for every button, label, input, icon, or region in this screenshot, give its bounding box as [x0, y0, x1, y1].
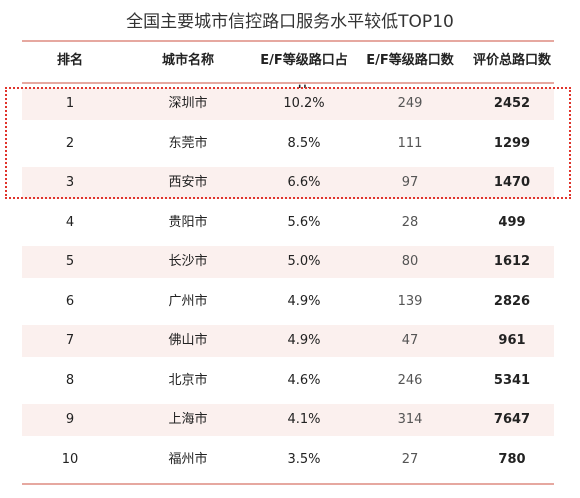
rank-cell: 6	[65, 294, 75, 309]
ratio-cell: 3.5%	[287, 452, 321, 467]
table-row: 5 长沙市 5.0% 80 1612	[22, 246, 554, 278]
ratio-cell: 6.6%	[287, 175, 321, 190]
table-row: 2 东莞市 8.5% 111 1299	[22, 128, 554, 160]
header-top-line	[22, 40, 554, 42]
ratio-cell: 4.1%	[287, 412, 321, 427]
rank-cell: 4	[65, 215, 75, 230]
ratio-cell: 5.0%	[287, 254, 321, 269]
table-row: 9 上海市 4.1% 314 7647	[22, 404, 554, 436]
city-cell: 上海市	[168, 412, 208, 427]
header-ef-count: E/F等级路口数	[366, 53, 454, 68]
ratio-cell: 4.9%	[287, 333, 321, 348]
rank-cell: 7	[65, 333, 75, 348]
ef-count-cell: 111	[397, 136, 423, 151]
table-bottom-line	[22, 483, 554, 485]
ratio-cell: 10.2%	[283, 96, 325, 111]
rank-cell: 9	[65, 412, 75, 427]
rank-cell: 5	[65, 254, 75, 269]
table-header-row: 排名 城市名称 E/F等级路口占比 E/F等级路口数 评价总路口数	[22, 45, 554, 100]
total-cell: 1470	[493, 175, 531, 190]
ef-count-cell: 47	[401, 333, 419, 348]
city-cell: 长沙市	[168, 254, 208, 269]
table-row: 7 佛山市 4.9% 47 961	[22, 325, 554, 357]
table-row: 1 深圳市 10.2% 249 2452	[22, 88, 554, 120]
header-total: 评价总路口数	[472, 53, 551, 68]
ratio-cell: 4.6%	[287, 373, 321, 388]
city-cell: 东莞市	[168, 136, 208, 151]
total-cell: 1299	[493, 136, 531, 151]
rank-cell: 10	[61, 452, 79, 467]
rank-cell: 2	[65, 136, 75, 151]
city-cell: 佛山市	[168, 333, 208, 348]
total-cell: 1612	[493, 254, 531, 269]
total-cell: 2452	[493, 96, 531, 111]
ef-count-cell: 28	[401, 215, 419, 230]
table-row: 4 贵阳市 5.6% 28 499	[22, 207, 554, 239]
table-row: 3 西安市 6.6% 97 1470	[22, 167, 554, 199]
header-ratio: E/F等级路口占比	[260, 53, 348, 100]
ef-count-cell: 27	[401, 452, 419, 467]
city-cell: 福州市	[168, 452, 208, 467]
top3-highlight-box	[5, 87, 571, 199]
total-cell: 7647	[493, 412, 531, 427]
rank-cell: 8	[65, 373, 75, 388]
header-city: 城市名称	[161, 53, 214, 68]
total-cell: 2826	[493, 294, 531, 309]
table-row: 6 广州市 4.9% 139 2826	[22, 286, 554, 318]
table-row: 8 北京市 4.6% 246 5341	[22, 365, 554, 397]
city-cell: 深圳市	[168, 96, 208, 111]
header-rank: 排名	[56, 53, 83, 68]
ratio-cell: 4.9%	[287, 294, 321, 309]
city-cell: 贵阳市	[168, 215, 208, 230]
rank-cell: 3	[65, 175, 75, 190]
table-title: 全国主要城市信控路口服务水平较低TOP10	[126, 12, 454, 32]
rank-cell: 1	[65, 96, 75, 111]
total-cell: 5341	[493, 373, 531, 388]
ef-count-cell: 246	[397, 373, 423, 388]
city-cell: 广州市	[168, 294, 208, 309]
city-cell: 西安市	[168, 175, 208, 190]
city-cell: 北京市	[168, 373, 208, 388]
ef-count-cell: 314	[397, 412, 423, 427]
total-cell: 961	[498, 333, 526, 348]
total-cell: 780	[498, 452, 526, 467]
table-row: 10 福州市 3.5% 27 780	[22, 444, 554, 476]
ratio-cell: 5.6%	[287, 215, 321, 230]
header-bottom-line	[22, 82, 554, 84]
ef-count-cell: 139	[397, 294, 423, 309]
ef-count-cell: 80	[401, 254, 419, 269]
ef-count-cell: 97	[401, 175, 419, 190]
ratio-cell: 8.5%	[287, 136, 321, 151]
total-cell: 499	[498, 215, 526, 230]
ef-count-cell: 249	[397, 96, 423, 111]
